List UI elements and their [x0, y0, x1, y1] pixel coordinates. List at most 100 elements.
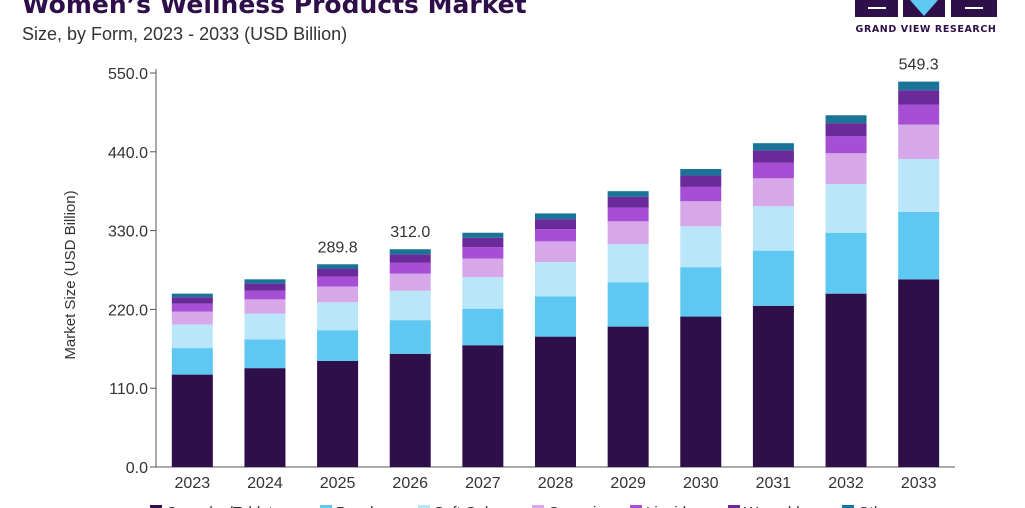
bar-segment	[680, 186, 722, 202]
bar-segment	[389, 262, 431, 274]
bar-segment	[825, 184, 867, 233]
bar-segment	[244, 339, 286, 369]
bar-total-label: 549.3	[899, 57, 939, 74]
bar-segment	[898, 90, 940, 105]
y-tick-label: 330.0	[108, 224, 148, 241]
bar-segment	[752, 150, 794, 163]
bar-segment	[898, 279, 940, 467]
bar-segment	[462, 232, 504, 238]
x-tick-label: 2028	[538, 475, 574, 492]
logo-text: GRAND VIEW RESEARCH	[855, 24, 997, 35]
bar-segment	[244, 283, 286, 291]
bar-segment	[535, 336, 576, 467]
y-tick-label: 220.0	[108, 302, 148, 319]
bar-segment	[171, 297, 213, 304]
logo-mark-icon	[855, 0, 997, 17]
bar-segment	[607, 282, 649, 327]
bar-segment	[244, 299, 286, 314]
bar-segment	[462, 237, 504, 248]
y-tick-label: 0.0	[126, 460, 148, 477]
bar-segment	[680, 168, 722, 176]
bar-segment	[389, 320, 431, 354]
bar-segment	[171, 374, 213, 467]
x-tick-label: 2029	[610, 475, 646, 492]
logo-line-left	[868, 7, 886, 9]
bar-segment	[389, 249, 431, 255]
legend-swatch	[418, 505, 430, 508]
bar-total-label: 312.0	[390, 224, 430, 241]
bar-segment	[244, 290, 286, 300]
bar-segment	[462, 308, 504, 346]
legend-swatch	[532, 505, 544, 508]
bar-segment	[898, 81, 940, 91]
bar-segment	[535, 241, 576, 263]
bar-segment	[244, 368, 286, 467]
legend-swatch	[842, 505, 854, 508]
bar-segment	[535, 296, 576, 337]
y-axis-title: Market Size (USD Billion)	[62, 190, 79, 359]
bar-segment	[752, 206, 794, 251]
bar-segment	[898, 104, 940, 125]
bar-segment	[825, 136, 867, 154]
bar-segment	[680, 175, 722, 187]
bar-segment	[825, 232, 867, 294]
bar-segment	[389, 254, 431, 263]
bar-segment	[462, 258, 504, 278]
bar-segment	[317, 276, 359, 287]
grand-view-research-logo: GRAND VIEW RESEARCH	[852, 0, 1000, 40]
bar-segment	[389, 353, 431, 467]
bar-segment	[752, 178, 794, 207]
bar-segment	[317, 330, 359, 361]
x-tick-label: 2033	[901, 475, 937, 492]
x-tick-label: 2032	[828, 475, 864, 492]
chart-title: Women’s Wellness Products Market	[22, 0, 527, 19]
y-tick-label: 110.0	[109, 381, 148, 398]
bar-segment	[607, 244, 649, 283]
bar-total-label: 289.8	[318, 239, 358, 256]
bar-segment	[898, 211, 940, 280]
bar-segment	[171, 303, 213, 312]
bar-segment	[825, 293, 867, 467]
bar-segment	[317, 264, 359, 269]
bar-segment	[244, 313, 286, 340]
logo-line-right	[965, 7, 983, 9]
bar-segment	[607, 221, 649, 245]
x-tick-label: 2027	[465, 475, 501, 492]
y-tick-label: 440.0	[108, 145, 148, 162]
bar-segment	[680, 201, 722, 227]
bar-segment	[825, 153, 867, 185]
bar-segment	[535, 213, 576, 220]
bar-segment	[607, 326, 649, 467]
bar-segment	[752, 143, 794, 151]
bar-segment	[317, 360, 359, 467]
legend-label: Gummies	[548, 504, 612, 508]
bar-segment	[898, 158, 940, 212]
legend-swatch	[728, 505, 740, 508]
y-tick-label: 550.0	[108, 66, 148, 83]
bar-segment	[752, 305, 794, 467]
bar-segment	[607, 207, 649, 222]
x-tick-label: 2024	[247, 475, 283, 492]
bar-segment	[752, 250, 794, 306]
bar-segment	[171, 324, 213, 349]
bar-segment	[607, 191, 649, 197]
bar-segment	[535, 219, 576, 230]
bar-segment	[171, 348, 213, 375]
bar-segment	[389, 290, 431, 321]
bar-segment	[244, 279, 286, 284]
x-tick-label: 2023	[175, 475, 211, 492]
bar-segment	[317, 268, 359, 277]
bar-segment	[680, 267, 722, 317]
bar-segment	[607, 196, 649, 208]
bar-segment	[535, 229, 576, 242]
legend-label: Capsules/Tablets	[166, 504, 280, 508]
legend-swatch	[630, 505, 642, 508]
bar-segment	[317, 302, 359, 331]
legend-label: Powders	[336, 504, 394, 508]
bar-segment	[535, 262, 576, 297]
bar-segment	[680, 226, 722, 268]
bar-segment	[825, 123, 867, 137]
x-tick-label: 2031	[756, 475, 792, 492]
bar-segment	[680, 316, 722, 467]
